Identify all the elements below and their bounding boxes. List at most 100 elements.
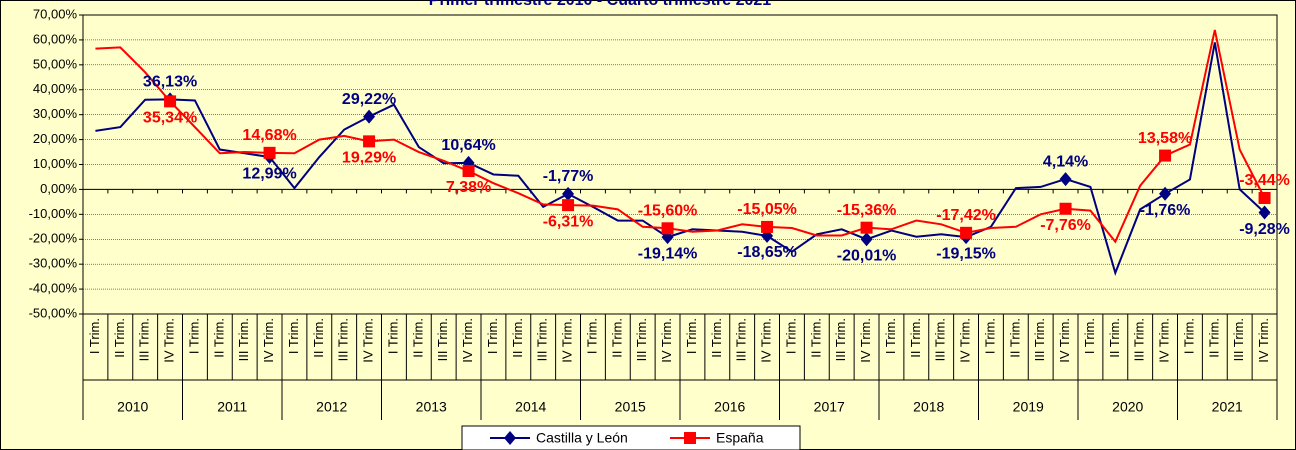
data-label: -6,31%	[543, 213, 594, 230]
marker	[661, 222, 674, 235]
data-label: -1,77%	[543, 168, 594, 185]
x-tick-label: II Trim.	[211, 318, 226, 358]
data-label: 35,34%	[143, 110, 197, 127]
year-label: 2011	[217, 399, 247, 415]
y-tick-label: 10,00%	[33, 156, 78, 171]
year-label: 2018	[913, 399, 944, 415]
y-tick-label: -10,00%	[29, 206, 78, 221]
x-tick-label: II Trim.	[908, 318, 923, 358]
x-tick-label: II Trim.	[1007, 318, 1022, 358]
y-tick-label: 40,00%	[33, 81, 78, 96]
marker	[1258, 205, 1271, 220]
marker	[462, 165, 475, 178]
marker	[860, 221, 873, 234]
x-tick-label: IV Trim.	[1256, 318, 1271, 363]
x-tick-label: III Trim.	[236, 318, 251, 361]
x-tick-label: I Trim.	[186, 318, 201, 354]
x-tick-label: III Trim.	[435, 318, 450, 361]
x-tick-label: IV Trim.	[858, 318, 873, 363]
y-tick-label: -50,00%	[29, 305, 78, 320]
data-label: -15,36%	[837, 202, 897, 219]
x-tick-label: I Trim.	[684, 318, 699, 354]
x-tick-label: II Trim.	[1206, 318, 1221, 358]
x-tick-label: III Trim.	[1132, 318, 1147, 361]
x-tick-label: IV Trim.	[261, 318, 276, 363]
x-tick-label: III Trim.	[933, 318, 948, 361]
year-label: 2021	[1212, 399, 1243, 415]
marker	[363, 135, 376, 148]
x-tick-label: II Trim.	[112, 318, 127, 358]
x-tick-label: IV Trim.	[1157, 318, 1172, 363]
data-label: -15,05%	[737, 201, 797, 218]
x-tick-label: III Trim.	[734, 318, 749, 361]
data-label: -7,76%	[1040, 217, 1091, 234]
data-label: 13,58%	[1138, 130, 1192, 147]
marker	[562, 199, 575, 212]
x-tick-label: II Trim.	[1107, 318, 1122, 358]
year-label: 2012	[316, 399, 347, 415]
y-tick-label: 30,00%	[33, 106, 78, 121]
y-tick-label: 50,00%	[33, 56, 78, 71]
x-tick-label: IV Trim.	[162, 318, 177, 363]
marker	[1059, 172, 1072, 187]
y-tick-label: -20,00%	[29, 231, 78, 246]
y-tick-label: -30,00%	[29, 256, 78, 271]
x-tick-label: I Trim.	[883, 318, 898, 354]
data-label: 4,14%	[1043, 153, 1088, 170]
data-label: 12,99%	[242, 165, 296, 182]
marker	[1059, 202, 1072, 215]
legend: Castilla y León España	[461, 425, 801, 450]
marker	[562, 186, 575, 201]
year-label: 2019	[1013, 399, 1044, 415]
data-label: 10,64%	[441, 137, 495, 154]
legend-label: España	[716, 430, 764, 446]
x-tick-label: III Trim.	[535, 318, 550, 361]
x-tick-label: III Trim.	[634, 318, 649, 361]
data-label: -19,15%	[936, 245, 996, 262]
x-tick-label: IV Trim.	[361, 318, 376, 363]
x-tick-label: II Trim.	[709, 318, 724, 358]
year-label: 2020	[1112, 399, 1143, 415]
x-tick-label: IV Trim.	[460, 318, 475, 363]
marker	[504, 431, 516, 445]
data-label: 36,13%	[143, 74, 197, 91]
x-tick-label: IV Trim.	[958, 318, 973, 363]
year-label: 2014	[515, 399, 546, 415]
x-tick-label: IV Trim.	[659, 318, 674, 363]
legend-label: Castilla y León	[536, 430, 628, 446]
x-tick-label: I Trim.	[1082, 318, 1097, 354]
x-tick-label: IV Trim.	[759, 318, 774, 363]
chart-title: Primer trimestre 2010 - Cuarto trimestre…	[429, 0, 771, 9]
marker	[1159, 149, 1172, 162]
data-label: -15,60%	[638, 203, 698, 220]
data-label: 7,38%	[446, 179, 491, 196]
x-tick-label: III Trim.	[833, 318, 848, 361]
marker	[164, 95, 177, 108]
x-tick-label: I Trim.	[982, 318, 997, 354]
x-tick-label: II Trim.	[510, 318, 525, 358]
marker	[761, 220, 774, 233]
x-tick-label: I Trim.	[385, 318, 400, 354]
year-label: 2015	[615, 399, 646, 415]
x-tick-label: II Trim.	[410, 318, 425, 358]
x-tick-label: I Trim.	[1181, 318, 1196, 354]
marker	[960, 226, 973, 239]
x-tick-label: IV Trim.	[560, 318, 575, 363]
marker	[363, 109, 376, 124]
x-tick-label: III Trim.	[1231, 318, 1246, 361]
year-label: 2010	[117, 399, 148, 415]
data-label: -19,14%	[638, 245, 698, 262]
marker	[684, 432, 696, 444]
x-tick-label: IV Trim.	[1057, 318, 1072, 363]
x-tick-label: III Trim.	[137, 318, 152, 361]
year-label: 2017	[814, 399, 845, 415]
x-tick-label: I Trim.	[87, 318, 102, 354]
marker	[1258, 191, 1271, 204]
data-label: -9,28%	[1239, 221, 1290, 238]
x-tick-label: I Trim.	[286, 318, 301, 354]
marker	[860, 232, 873, 247]
x-tick-label: I Trim.	[584, 318, 599, 354]
marker	[1159, 186, 1172, 201]
year-label: 2016	[714, 399, 745, 415]
x-tick-label: II Trim.	[311, 318, 326, 358]
